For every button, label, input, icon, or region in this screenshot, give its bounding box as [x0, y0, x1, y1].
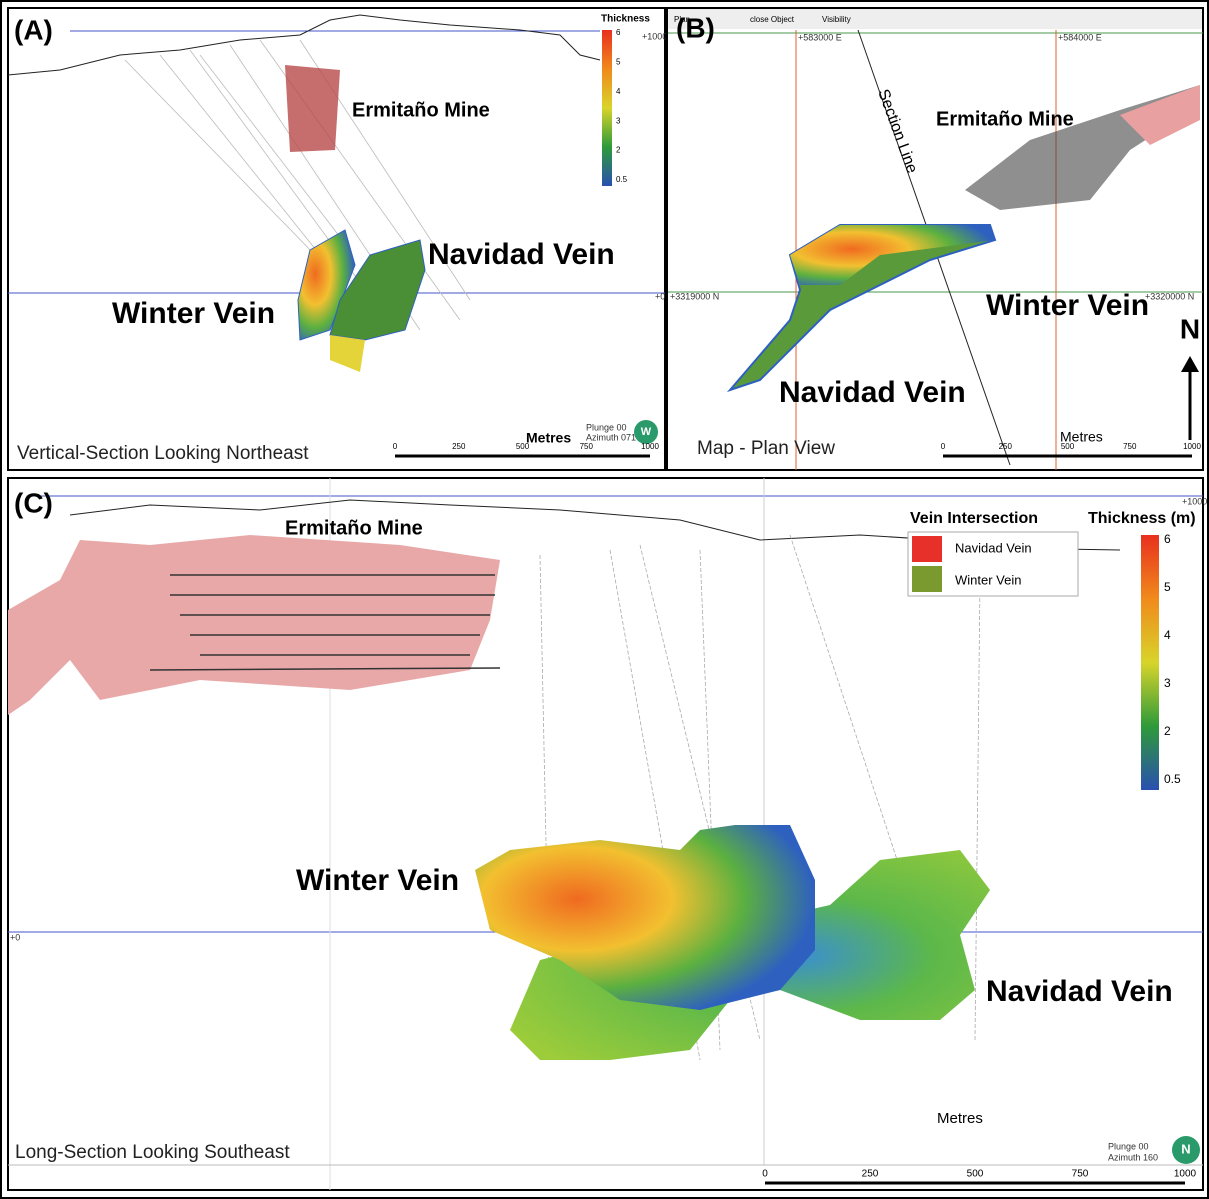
azimuth: Azimuth 160 [1108, 1152, 1158, 1162]
mine-workings [8, 535, 500, 715]
legend-swatch [912, 566, 942, 592]
north-arrow [1181, 356, 1199, 372]
scale-title: Metres [526, 430, 571, 446]
toolbar-button: Visibility [822, 15, 851, 24]
level-label: +0 [655, 291, 665, 301]
panel-b: (B) Section Line Ermitaño Mine Winter Ve… [666, 7, 1204, 471]
colorbar-label: 0.5 [1164, 772, 1181, 786]
colorbar-label: 2 [616, 146, 621, 155]
scale-label: 500 [516, 442, 530, 451]
caption: Map - Plan View [697, 438, 835, 459]
colorbar-label: 3 [1164, 676, 1171, 690]
legend-swatch [912, 536, 942, 562]
level-label: +0 [10, 932, 20, 942]
panel-c: (C) Ermitaño Mine Vein Intersection Navi… [7, 477, 1207, 1191]
mine-workings [1120, 85, 1200, 145]
colorbar-label: 2 [1164, 724, 1171, 738]
scale-label: 500 [1061, 442, 1075, 451]
scale-label: 1000 [1174, 1169, 1197, 1180]
colorbar-label: 5 [616, 58, 621, 67]
colorbar-label: 3 [616, 116, 621, 125]
panel-label: (C) [14, 487, 53, 518]
compass-letter: W [641, 426, 652, 438]
navidad-vein [330, 335, 365, 372]
grid-label: +3319000 N [670, 291, 719, 301]
scale-label: 0 [941, 442, 946, 451]
scale-label: 250 [999, 442, 1013, 451]
scale-label: 0 [762, 1169, 768, 1180]
compass-letter: N [1181, 1141, 1190, 1156]
scale-label: 0 [393, 442, 398, 451]
winter-vein [297, 229, 356, 341]
vein-label: Winter Vein [986, 289, 1149, 322]
panel-label: (B) [676, 12, 715, 43]
plunge: Plunge 00 [1108, 1141, 1149, 1151]
mine-workings [285, 65, 340, 152]
grid-label: +3320000 N [1145, 291, 1194, 301]
vein-label: Navidad Vein [779, 376, 966, 409]
toolbar-button: close Object [750, 15, 795, 24]
legend-item: Navidad Vein [955, 540, 1032, 555]
scale-label: 1000 [1183, 442, 1201, 451]
toolbar-button: Plan [674, 15, 690, 24]
colorbar-label: 6 [616, 28, 621, 37]
legend-item: Winter Vein [955, 572, 1021, 587]
scale-title: Metres [937, 1110, 983, 1127]
plunge: Plunge 00 [586, 422, 627, 432]
vein-label: Navidad Vein [428, 238, 615, 271]
level-label: +1000 [1182, 496, 1207, 506]
level-label: +1000 [642, 31, 667, 41]
drill-holes [124, 39, 471, 331]
scale-label: 500 [967, 1169, 984, 1180]
caption: Long-Section Looking Southeast [15, 1142, 290, 1163]
compass [1172, 1136, 1200, 1164]
scale-label: 250 [862, 1169, 879, 1180]
colorbar-label: 4 [1164, 628, 1171, 642]
scale-label: 750 [580, 442, 594, 451]
colorbar [1141, 535, 1159, 790]
north-label: N [1180, 313, 1200, 344]
colorbar-title: Thickness (m) [1088, 510, 1196, 527]
grid-label: +583000 E [798, 32, 842, 42]
legend-title: Thickness [601, 14, 650, 25]
toolbar [668, 9, 1202, 29]
compass [634, 420, 658, 444]
winter-vein [790, 225, 995, 285]
mine-label: Ermitaño Mine [285, 517, 423, 539]
colorbar [602, 30, 612, 186]
topography [7, 14, 601, 76]
azimuth: Azimuth 071 [586, 432, 636, 442]
panel-a: (A) Ermitaño Mine Navidad Vein Winter Ve… [7, 7, 667, 471]
scale-label: 750 [1072, 1169, 1089, 1180]
legend-title: Vein Intersection [910, 510, 1038, 527]
colorbar-label: 4 [616, 87, 621, 96]
winter-vein [475, 825, 815, 1010]
colorbar-label: 5 [1164, 580, 1171, 594]
caption: Vertical-Section Looking Northeast [17, 443, 309, 464]
scale-label: 250 [452, 442, 466, 451]
scale-label: 1000 [641, 442, 659, 451]
colorbar-label: 0.5 [616, 175, 628, 184]
panel-label: (A) [14, 14, 53, 45]
scale-title: Metres [1060, 429, 1103, 445]
grid-label: +584000 E [1058, 32, 1102, 42]
colorbar-label: 6 [1164, 532, 1171, 546]
mine-label: Ermitaño Mine [352, 99, 490, 121]
vein-label: Winter Vein [296, 864, 459, 897]
vein-label: Winter Vein [112, 297, 275, 330]
mine-label: Ermitaño Mine [936, 108, 1074, 130]
scale-label: 750 [1123, 442, 1137, 451]
vein-label: Navidad Vein [986, 975, 1173, 1008]
mine-drifts [149, 574, 501, 671]
navidad-vein [329, 239, 426, 341]
